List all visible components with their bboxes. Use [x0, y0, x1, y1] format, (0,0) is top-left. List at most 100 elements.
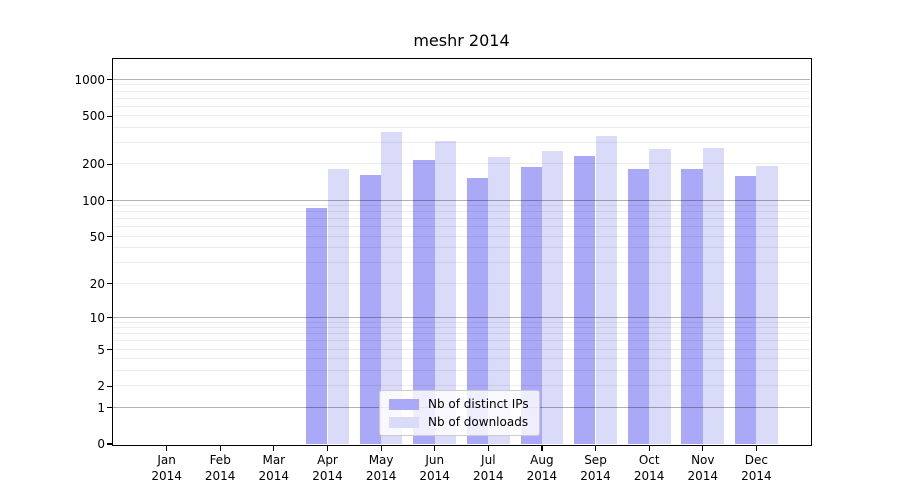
y-tick-mark [106, 200, 112, 202]
x-tick-label: Oct 2014 [633, 453, 665, 483]
gridline-minor [113, 321, 810, 323]
bar-downloads-jun [434, 141, 457, 444]
x-tick-label: Apr 2014 [312, 453, 343, 483]
x-tick-label: Feb 2014 [204, 453, 236, 483]
y-tick-label: 500 [82, 109, 105, 124]
bar-ips-jun [413, 160, 435, 444]
x-tick-mark [166, 445, 168, 451]
bar-downloads-may [381, 131, 403, 444]
y-tick-mark [106, 163, 112, 166]
gridline-minor [113, 105, 810, 107]
y-tick-mark [106, 348, 112, 351]
gridline-minor [113, 262, 810, 263]
y-tick-mark [106, 115, 112, 117]
gridline-minor [113, 247, 810, 249]
bar-downloads-nov [702, 147, 725, 444]
gridline-minor [113, 115, 810, 117]
x-tick-mark [273, 445, 275, 451]
gridline-minor [113, 218, 810, 220]
y-tick-mark [106, 79, 112, 81]
legend-label-distinct-ips: Nb of distinct IPs [428, 397, 529, 411]
bar-ips-jul [466, 177, 489, 444]
x-tick-label: Jun 2014 [419, 453, 450, 483]
y-tick-label: 2 [97, 379, 105, 394]
legend-row-distinct-ips: Nb of distinct IPs [389, 397, 529, 411]
y-tick-mark [106, 443, 112, 445]
bar-downloads-oct [649, 148, 671, 444]
gridline-minor [113, 385, 810, 387]
gridline-minor [113, 127, 810, 128]
y-tick-label: 10 [89, 310, 105, 325]
gridline-minor [113, 226, 810, 228]
legend: Nb of distinct IPs Nb of downloads [379, 390, 540, 436]
y-tick-mark [106, 317, 112, 319]
plot-area [113, 59, 810, 444]
x-tick-mark [648, 445, 650, 451]
x-tick-mark [755, 445, 758, 451]
legend-swatch-distinct-ips [389, 398, 419, 410]
y-tick-label: 50 [89, 229, 105, 244]
bar-ips-apr [306, 207, 328, 444]
gridline-major [113, 316, 810, 318]
x-tick-label: Mar 2014 [258, 453, 290, 483]
x-tick-mark [541, 445, 543, 451]
legend-row-downloads: Nb of downloads [389, 415, 529, 429]
x-tick-label: Jan 2014 [151, 453, 182, 483]
gridline-minor [113, 358, 810, 360]
y-tick-label: 1000 [74, 72, 105, 87]
y-tick-label: 100 [82, 193, 105, 208]
bar-downloads-apr [327, 168, 349, 444]
x-tick-mark [594, 445, 597, 451]
legend-label-downloads: Nb of downloads [428, 415, 529, 429]
x-tick-label: Dec 2014 [741, 453, 772, 483]
bar-ips-oct [627, 169, 650, 444]
gridline-minor [113, 282, 810, 284]
gridline-minor [113, 211, 810, 213]
x-tick-mark [702, 445, 704, 451]
bar-downloads-dec [756, 165, 778, 444]
x-tick-label: Nov 2014 [687, 453, 719, 483]
y-tick-label: 200 [82, 157, 105, 172]
y-tick-mark [106, 282, 112, 285]
bar-ips-sep [574, 155, 596, 444]
y-tick-mark [106, 406, 112, 409]
gridline-minor [113, 340, 810, 342]
bar-downloads-aug [541, 151, 564, 444]
gridline-minor [113, 84, 810, 86]
x-tick-label: Sep 2014 [580, 453, 611, 483]
bar-downloads-jul [488, 156, 510, 444]
gridline-minor [113, 97, 810, 99]
bar-ips-may [359, 174, 381, 444]
bar-downloads-sep [595, 135, 617, 444]
x-tick-label: Aug 2014 [526, 453, 558, 483]
y-tick-label: 20 [89, 276, 105, 291]
gridline-minor [113, 90, 810, 92]
gridline-minor [113, 327, 810, 329]
gridline-major [113, 78, 810, 80]
gridline-minor [113, 205, 810, 207]
gridline-minor [113, 235, 810, 237]
bar-ips-nov [681, 168, 703, 444]
x-tick-label: Jul 2014 [473, 453, 504, 483]
gridline-minor [113, 348, 810, 350]
gridline-major [113, 199, 810, 201]
gridline-minor [113, 369, 810, 371]
y-tick-label: 5 [97, 342, 105, 357]
gridline-minor [113, 333, 810, 335]
gridline-minor [113, 142, 810, 144]
gridline-minor [113, 163, 810, 165]
x-tick-mark [434, 445, 436, 451]
x-tick-label: May 2014 [365, 453, 397, 483]
x-tick-mark [380, 445, 382, 451]
bar-ips-dec [734, 175, 757, 444]
x-tick-mark [326, 445, 329, 451]
x-tick-mark [487, 445, 489, 451]
y-tick-label: 1 [97, 400, 105, 415]
y-tick-label: 0 [97, 437, 105, 451]
y-tick-mark [106, 236, 112, 238]
legend-swatch-downloads [389, 416, 419, 428]
x-tick-mark [219, 445, 221, 451]
chart-title: meshr 2014 [413, 31, 510, 50]
y-tick-mark [106, 385, 112, 387]
